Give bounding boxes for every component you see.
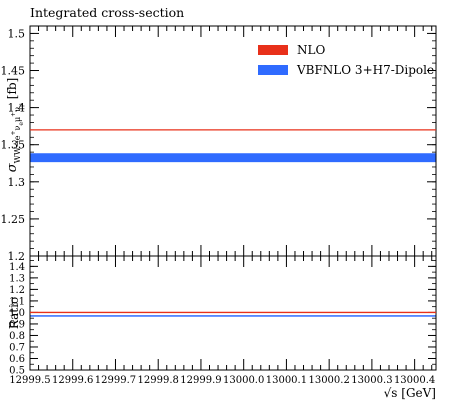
ratio-y-tick-label: 1.0 [9, 308, 25, 319]
x-tick-label: 13000.4 [394, 375, 435, 386]
legend: NLO VBFNLO 3+H7-Dipole [258, 43, 434, 77]
ratio-y-axis-label: Ratio [7, 297, 21, 329]
ratio-x-ticks [29, 256, 433, 370]
ratio-y-tick-label: 0.9 [9, 319, 25, 330]
main-series [30, 129, 436, 163]
x-tick-label: 13000.3 [351, 375, 392, 386]
x-tick-label: 13000.2 [308, 375, 349, 386]
main-y-ticks: 1.2 1.25 1.3 1.35 1.4 1.45 1.5 [1, 25, 436, 263]
x-tick-labels: 12999.5 12999.6 12999.7 12999.8 12999.9 13000… [9, 375, 435, 386]
svg-text:σWW→e+νeμ+νμ [fb]: σWW→e+νeμ+νμ [fb] [5, 78, 25, 173]
main-panel-frame [29, 25, 437, 257]
legend-label-vbfnlo-3-h7-dipole: VBFNLO 3+H7-Dipole [296, 63, 434, 77]
main-y-axis-label: σWW→e+νeμ+νμ [fb] [5, 78, 25, 173]
x-tick-label: 12999.7 [95, 375, 136, 386]
ratio-series [30, 311, 436, 317]
x-tick-label: 12999.6 [52, 375, 93, 386]
series-band-vbfnlo-3-h7-dipole [30, 153, 436, 163]
x-tick-label: 12999.5 [9, 375, 50, 386]
main-y-tick-label: 1.4 [8, 102, 26, 115]
x-axis-label: √s [GeV] [384, 386, 436, 400]
main-y-tick-label: 1.35 [1, 139, 26, 152]
x-tick-label: 12999.9 [180, 375, 221, 386]
x-tick-label: 13000.1 [266, 375, 307, 386]
legend-label-nlo: NLO [297, 43, 325, 57]
legend-swatch-nlo [258, 45, 288, 55]
ratio-y-tick-label: 1.4 [9, 262, 25, 273]
ratio-y-ticks: 0.50.60.70.80.91.01.11.21.31.4 [9, 260, 436, 377]
ratio-y-tick-label: 0.6 [9, 354, 25, 365]
chart-title: Integrated cross-section [30, 5, 184, 20]
ratio-panel: 0.50.60.70.80.91.01.11.21.31.4 [9, 255, 437, 377]
main-y-tick-label: 1.5 [8, 27, 26, 40]
main-panel: 1.2 1.25 1.3 1.35 1.4 1.45 1.5 NLO VBFNLO 3+H7-… [1, 25, 437, 263]
main-y-tick-label: 1.25 [1, 213, 26, 226]
ratio-y-tick-label: 1.2 [9, 285, 25, 296]
main-y-tick-label: 1.2 [8, 250, 26, 263]
x-tick-label: 13000.0 [223, 375, 264, 386]
ratio-y-tick-label: 0.5 [9, 366, 25, 377]
ratio-band-vbfnlo-3-h7-dipole [30, 315, 436, 317]
main-x-ticks [29, 26, 433, 256]
ratio-y-tick-label: 1.1 [9, 296, 25, 307]
main-y-tick-label: 1.3 [8, 176, 26, 189]
x-tick-label: 12999.8 [138, 375, 179, 386]
main-y-tick-label: 1.45 [1, 65, 26, 78]
ratio-y-tick-label: 0.8 [9, 331, 25, 342]
ratio-y-tick-label: 0.7 [9, 342, 25, 353]
legend-swatch-vbfnlo-3-h7-dipole [258, 65, 288, 75]
ratio-y-tick-label: 1.3 [9, 273, 25, 284]
